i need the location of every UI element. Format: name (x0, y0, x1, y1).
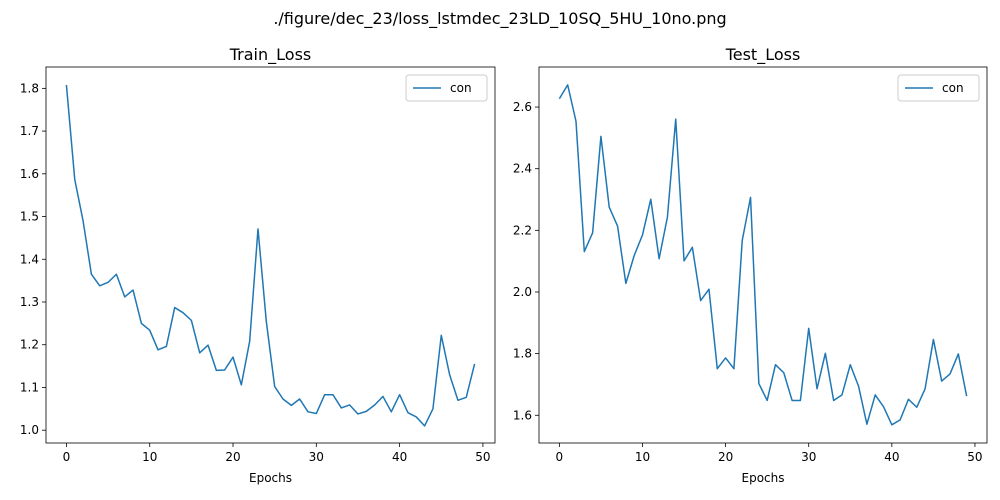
test-loss-chart: Test_Loss 0 10 20 30 40 50 1.6 1.8 2.0 2.2 2.4 2.6 Ep… (513, 45, 988, 485)
train-loss-axes-frame (45, 66, 496, 444)
test-loss-series-line (558, 84, 968, 426)
test-loss-x-tick-label: 10 (635, 450, 650, 464)
train-loss-legend-box (405, 74, 488, 102)
test-loss-legend-box (897, 74, 980, 102)
train-loss-y-tick-label: 1.2 (20, 338, 39, 352)
test-loss-y-tick-label: 1.8 (513, 347, 532, 361)
train-loss-x-tick-label: 10 (142, 450, 157, 464)
test-loss-y-tick-label: 2.2 (513, 223, 532, 237)
train-loss-y-tick-label: 1.7 (20, 124, 39, 138)
test-loss-x-tick-label: 0 (556, 450, 564, 464)
test-loss-x-tick-label: 40 (884, 450, 899, 464)
train-loss-title: Train_Loss (229, 45, 311, 65)
train-loss-y-tick-label: 1.8 (20, 81, 39, 95)
test-loss-y-tick-label: 2.0 (513, 285, 532, 299)
train-loss-x-tick-label: 40 (392, 450, 407, 464)
test-loss-y-tick-label: 2.6 (513, 100, 532, 114)
train-loss-legend: con (405, 74, 488, 102)
train-loss-y-tick-label: 1.3 (20, 295, 39, 309)
train-loss-y-tick-label: 1.5 (20, 210, 39, 224)
test-loss-y-tick-label: 1.6 (513, 408, 532, 422)
train-loss-y-tick-label: 1.6 (20, 167, 39, 181)
train-loss-x-axis-label: Epochs (249, 471, 292, 485)
test-loss-x-axis-label: Epochs (742, 471, 785, 485)
test-loss-x-tick-label: 50 (967, 450, 982, 464)
train-loss-series-line (65, 84, 476, 427)
train-loss-y-tick-label: 1.0 (20, 423, 39, 437)
train-loss-y-tick-label: 1.1 (20, 380, 39, 394)
train-loss-x-tick-label: 20 (225, 450, 240, 464)
train-loss-chart: Train_Loss 0 10 20 30 40 50 1.0 1.1 1.2 1.3 1.4 1.5 1… (20, 45, 496, 485)
train-loss-legend-label: con (450, 81, 472, 95)
test-loss-axes-frame (538, 66, 988, 444)
train-loss-x-tick-label: 50 (475, 450, 490, 464)
test-loss-x-tick-label: 20 (718, 450, 733, 464)
train-loss-x-tick-label: 30 (309, 450, 324, 464)
test-loss-legend-label: con (942, 81, 964, 95)
train-loss-y-tick-label: 1.4 (20, 252, 39, 266)
figure-suptitle: ./figure/dec_23/loss_lstmdec_23LD_10SQ_5… (273, 9, 726, 29)
test-loss-y-tick-label: 2.4 (513, 162, 532, 176)
test-loss-legend: con (897, 74, 980, 102)
test-loss-x-tick-label: 30 (801, 450, 816, 464)
train-loss-x-tick-label: 0 (63, 450, 71, 464)
test-loss-title: Test_Loss (725, 45, 801, 65)
